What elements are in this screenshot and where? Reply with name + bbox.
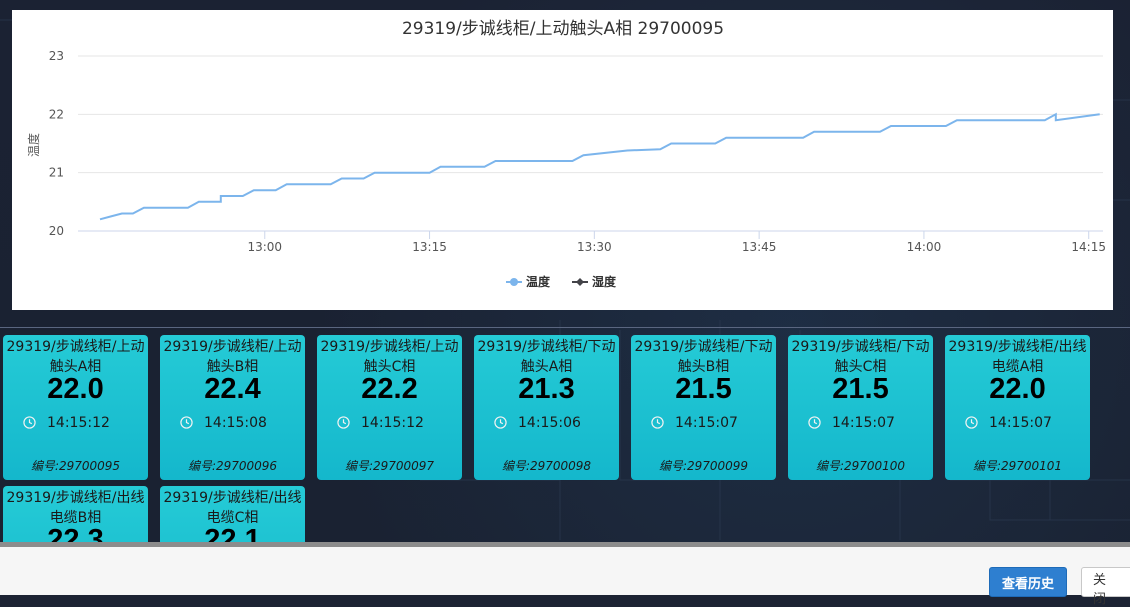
card-title-line1: 29319/步诚线柜/下动 bbox=[634, 339, 773, 355]
card-temperature-value: 22.0 bbox=[989, 373, 1046, 405]
card-title: 29319/步诚线柜/下动 触头C相 bbox=[788, 337, 933, 377]
card-title: 29319/步诚线柜/出线 电缆B相 bbox=[3, 488, 148, 528]
y-axis-label: 温度 bbox=[26, 133, 41, 157]
card-title-line1: 29319/步诚线柜/上动 bbox=[320, 339, 459, 355]
x-tick-label: 13:30 bbox=[577, 240, 612, 254]
x-tick-label: 14:00 bbox=[907, 240, 942, 254]
card-temperature-value: 21.5 bbox=[675, 373, 732, 405]
card-timestamp: 14:15:07 bbox=[675, 415, 738, 431]
card-title: 29319/步诚线柜/上动 触头A相 bbox=[3, 337, 148, 377]
dialog-footer: 查看历史 关 闭 bbox=[0, 542, 1130, 607]
card-title: 29319/步诚线柜/下动 触头B相 bbox=[631, 337, 776, 377]
clock-icon bbox=[651, 416, 664, 429]
sensor-card[interactable]: 29319/步诚线柜/下动 触头C相 21.5 14:15:07 编号:29700100 bbox=[788, 335, 933, 480]
sensor-card-list: 29319/步诚线柜/上动 触头A相 22.0 14:15:12 编号:29700095… bbox=[0, 334, 1130, 543]
card-title-line2: 电缆A相 bbox=[991, 359, 1044, 375]
legend-label: 湿度 bbox=[592, 274, 617, 289]
card-title: 29319/步诚线柜/下动 触头A相 bbox=[474, 337, 619, 377]
series-line-temperature bbox=[99, 112, 1100, 221]
card-title-line2: 触头B相 bbox=[206, 359, 259, 375]
chart-title: 29319/步诚线柜/上动触头A相 29700095 bbox=[402, 19, 724, 39]
clock-icon bbox=[180, 416, 193, 429]
card-device-code: 编号:29700101 bbox=[972, 459, 1063, 473]
card-title-line1: 29319/步诚线柜/出线 bbox=[163, 490, 302, 506]
y-tick-label: 22 bbox=[49, 107, 64, 121]
card-title-line2: 触头A相 bbox=[520, 359, 573, 375]
sensor-card[interactable]: 29319/步诚线柜/上动 触头A相 22.0 14:15:12 编号:29700095 bbox=[3, 335, 148, 480]
legend-marker bbox=[510, 278, 518, 286]
card-temperature-value: 21.5 bbox=[832, 373, 889, 405]
card-timestamp: 14:15:12 bbox=[47, 415, 110, 431]
card-temperature-value: 22.1 bbox=[204, 524, 261, 543]
x-tick-label: 13:15 bbox=[412, 240, 447, 254]
card-device-code: 编号:29700095 bbox=[30, 459, 121, 473]
y-tick-label: 20 bbox=[49, 224, 64, 238]
card-title: 29319/步诚线柜/出线 电缆C相 bbox=[160, 488, 305, 528]
clock-icon bbox=[965, 416, 978, 429]
section-divider bbox=[0, 327, 1130, 328]
card-title-line1: 29319/步诚线柜/出线 bbox=[6, 490, 145, 506]
legend-item[interactable]: 温度 bbox=[506, 274, 551, 289]
card-title: 29319/步诚线柜/上动 触头C相 bbox=[317, 337, 462, 377]
line-chart: 29319/步诚线柜/上动触头A相 29700095 20 21 22 23 13:0… bbox=[26, 19, 1106, 289]
card-title-line2: 触头C相 bbox=[363, 359, 416, 375]
sensor-card[interactable]: 29319/步诚线柜/上动 触头B相 22.4 14:15:08 编号:29700096 bbox=[160, 335, 305, 480]
sensor-card[interactable]: 29319/步诚线柜/出线 电缆A相 22.0 14:15:07 编号:29700101 bbox=[945, 335, 1090, 480]
card-title-line2: 电缆B相 bbox=[49, 510, 102, 526]
card-device-code: 编号:29700096 bbox=[187, 459, 278, 473]
card-device-code: 编号:29700100 bbox=[815, 459, 906, 473]
card-device-code: 编号:29700097 bbox=[344, 459, 435, 473]
sensor-card[interactable]: 29319/步诚线柜/出线 电缆B相 22.3 bbox=[3, 486, 148, 543]
legend-marker bbox=[576, 278, 584, 286]
card-title-line2: 电缆C相 bbox=[206, 510, 259, 526]
card-temperature-value: 22.3 bbox=[47, 524, 104, 543]
sensor-card[interactable]: 29319/步诚线柜/下动 触头A相 21.3 14:15:06 编号:29700098 bbox=[474, 335, 619, 480]
card-timestamp: 14:15:07 bbox=[832, 415, 895, 431]
card-timestamp: 14:15:07 bbox=[989, 415, 1052, 431]
card-device-code: 编号:29700099 bbox=[658, 459, 749, 473]
clock-icon bbox=[337, 416, 350, 429]
sensor-card[interactable]: 29319/步诚线柜/上动 触头C相 22.2 14:15:12 编号:29700097 bbox=[317, 335, 462, 480]
clock-icon bbox=[494, 416, 507, 429]
clock-icon bbox=[808, 416, 821, 429]
card-timestamp: 14:15:12 bbox=[361, 415, 424, 431]
x-tick-label: 14:15 bbox=[1071, 240, 1106, 254]
clock-icon bbox=[23, 416, 36, 429]
card-title-line1: 29319/步诚线柜/上动 bbox=[163, 339, 302, 355]
y-tick-label: 21 bbox=[49, 166, 64, 180]
card-timestamp: 14:15:06 bbox=[518, 415, 581, 431]
card-title-line2: 触头A相 bbox=[49, 359, 102, 375]
legend-item[interactable]: 湿度 bbox=[572, 274, 617, 289]
card-title-line1: 29319/步诚线柜/出线 bbox=[948, 339, 1087, 355]
y-tick-label: 23 bbox=[49, 49, 64, 63]
card-temperature-value: 21.3 bbox=[518, 373, 575, 405]
view-history-button[interactable]: 查看历史 bbox=[989, 567, 1067, 597]
card-title-line1: 29319/步诚线柜/下动 bbox=[477, 339, 616, 355]
sensor-card[interactable]: 29319/步诚线柜/下动 触头B相 21.5 14:15:07 编号:29700099 bbox=[631, 335, 776, 480]
card-title: 29319/步诚线柜/上动 触头B相 bbox=[160, 337, 305, 377]
close-button[interactable]: 关 闭 bbox=[1081, 567, 1130, 607]
card-device-code: 编号:29700098 bbox=[501, 459, 592, 473]
x-tick-label: 13:45 bbox=[742, 240, 777, 254]
card-title-line2: 触头C相 bbox=[834, 359, 887, 375]
card-title: 29319/步诚线柜/出线 电缆A相 bbox=[945, 337, 1090, 377]
card-title-line2: 触头B相 bbox=[677, 359, 730, 375]
card-title-line1: 29319/步诚线柜/下动 bbox=[791, 339, 930, 355]
card-timestamp: 14:15:08 bbox=[204, 415, 267, 431]
card-temperature-value: 22.0 bbox=[47, 373, 104, 405]
sensor-card[interactable]: 29319/步诚线柜/出线 电缆C相 22.1 bbox=[160, 486, 305, 543]
card-temperature-value: 22.2 bbox=[361, 373, 418, 405]
x-tick-label: 13:00 bbox=[247, 240, 282, 254]
chart-panel: 29319/步诚线柜/上动触头A相 29700095 20 21 22 23 13:0… bbox=[12, 10, 1113, 310]
card-temperature-value: 22.4 bbox=[204, 373, 261, 405]
legend-label: 温度 bbox=[526, 274, 551, 289]
card-title-line1: 29319/步诚线柜/上动 bbox=[6, 339, 145, 355]
